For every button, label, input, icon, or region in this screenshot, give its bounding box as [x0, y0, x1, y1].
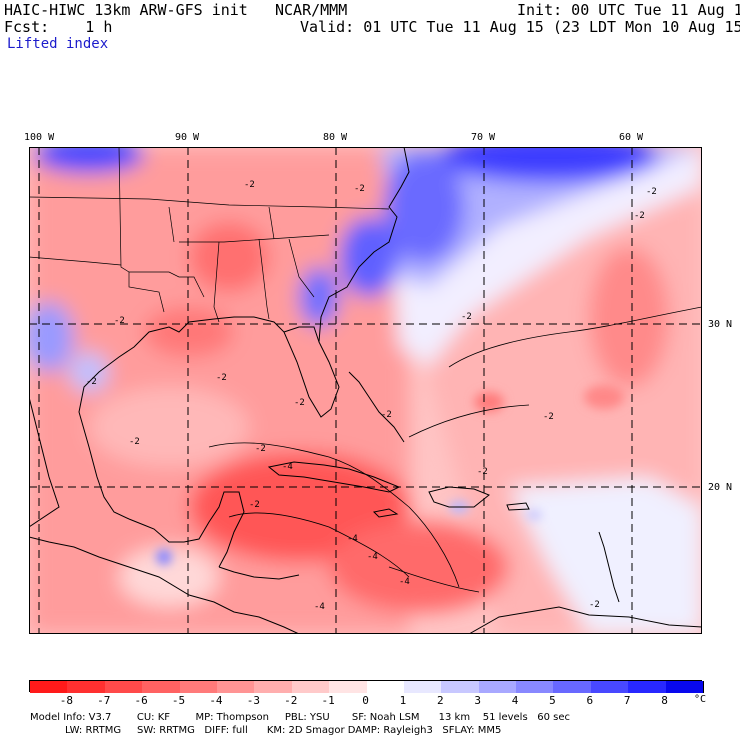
contour-label: -2 — [244, 180, 255, 190]
contour-label-group: -2 -2 -2 -2 -2 -2 -2 -2 -2 -2 -2 -2 -2 -… — [86, 180, 657, 612]
colorbar-swatch — [179, 681, 219, 693]
contour-label: -2 — [114, 316, 125, 326]
colorbar-tick-label: 5 — [549, 694, 556, 707]
colorbar — [29, 680, 705, 693]
colorbar-tick-label: 0 — [362, 694, 369, 707]
contour-label: -4 — [314, 602, 325, 612]
lon-label-60w: 60 W — [619, 132, 644, 143]
colorbar-swatch — [67, 681, 107, 693]
coastlines — [29, 147, 702, 634]
colorbar-tick-label: -7 — [97, 694, 111, 707]
contour-label: -2 — [589, 600, 600, 610]
colorbar-swatch — [553, 681, 593, 693]
contour-label: -2 — [354, 184, 365, 194]
valid-time: Valid: 01 UTC Tue 11 Aug 15 (23 LDT Mon … — [300, 18, 740, 36]
colorbar-tick-label: -2 — [284, 694, 298, 707]
colorbar-swatch — [665, 681, 705, 693]
model-title: HAIC-HIWC 13km ARW-GFS init — [4, 1, 248, 19]
colorbar-swatch — [329, 681, 368, 693]
contour-label: -4 — [399, 577, 410, 587]
field-name: Lifted index — [7, 36, 109, 52]
field-shading — [29, 147, 702, 634]
lon-label-100w: 100 W — [24, 132, 55, 143]
colorbar-tick-label: 6 — [586, 694, 594, 707]
contour-label: -2 — [86, 377, 97, 387]
colorbar-tick-label: 4 — [511, 694, 519, 707]
colorbar-swatch — [254, 681, 294, 693]
contour-label: -2 — [461, 312, 472, 322]
field-detail — [156, 385, 624, 565]
lon-label-70w: 70 W — [471, 132, 496, 143]
lon-label-80w: 80 W — [323, 132, 348, 143]
lat-label-30n: 30 N — [708, 319, 733, 330]
colorbar-tick-label: -1 — [321, 694, 335, 707]
contour-label: -2 — [294, 398, 305, 408]
colorbar-swatch — [590, 681, 630, 693]
contour-label: -2 — [646, 187, 657, 197]
contour-label: -2 — [543, 412, 554, 422]
contour-label: -4 — [347, 534, 358, 544]
lat-label-20n: 20 N — [708, 482, 733, 493]
contour-label: -4 — [367, 552, 378, 562]
colorbar-tick-label: 3 — [474, 694, 481, 707]
colorbar-tick-label: -5 — [171, 694, 186, 707]
org-label: NCAR/MMM — [275, 1, 348, 19]
colorbar-tick-label: 8 — [661, 694, 668, 707]
colorbar-tick-label: 2 — [436, 694, 444, 707]
colorbar-swatch — [628, 681, 668, 693]
colorbar-swatch — [403, 681, 443, 693]
colorbar-swatch — [216, 681, 256, 693]
model-info-line-1: Model Info: V3.7 CU: KF MP: Thompson PBL… — [30, 712, 570, 723]
colorbar-swatch — [516, 681, 555, 693]
lon-label-90w: 90 W — [175, 132, 200, 143]
contour-label: -2 — [255, 444, 266, 454]
contour-label: -2 — [129, 437, 140, 447]
contour-label: -2 — [216, 373, 227, 383]
colorbar-tick-label: -8 — [59, 694, 73, 707]
colorbar-tick-label: -4 — [209, 694, 223, 707]
contour-lines — [208, 306, 702, 593]
contour-label: -2 — [634, 211, 645, 221]
forecast-hour: Fcst: 1 h — [4, 18, 113, 36]
colorbar-swatch — [366, 681, 406, 693]
contour-label: -2 — [381, 410, 392, 420]
colorbar-tick-label: -3 — [246, 694, 260, 707]
map-frame — [29, 147, 702, 634]
colorbar-swatch — [441, 681, 481, 693]
colorbar-swatch — [104, 681, 144, 693]
init-time: Init: 00 UTC Tue 11 Aug 15 — [517, 1, 740, 19]
contour-label: -2 — [249, 500, 260, 510]
colorbar-tick-label: 1 — [399, 694, 407, 707]
contour-label: -4 — [282, 462, 293, 472]
contour-label: -2 — [477, 467, 488, 477]
state-borders — [29, 147, 390, 323]
colorbar-swatch — [291, 681, 331, 693]
colorbar-tick-label: 7 — [623, 694, 631, 707]
colorbar-tick-label: -6 — [134, 694, 148, 707]
lifted-index-map: -2 -2 -2 -2 -2 -2 -2 -2 -2 -2 -2 -2 -2 -… — [29, 147, 702, 634]
colorbar-swatch — [478, 681, 518, 693]
colorbar-swatch — [30, 681, 69, 693]
model-info-line-2: LW: RRTMG SW: RRTMG DIFF: full KM: 2D Sm… — [30, 725, 502, 736]
colorbar-swatch — [142, 681, 182, 693]
colorbar-unit: °C — [694, 694, 707, 705]
graticule — [29, 147, 702, 634]
